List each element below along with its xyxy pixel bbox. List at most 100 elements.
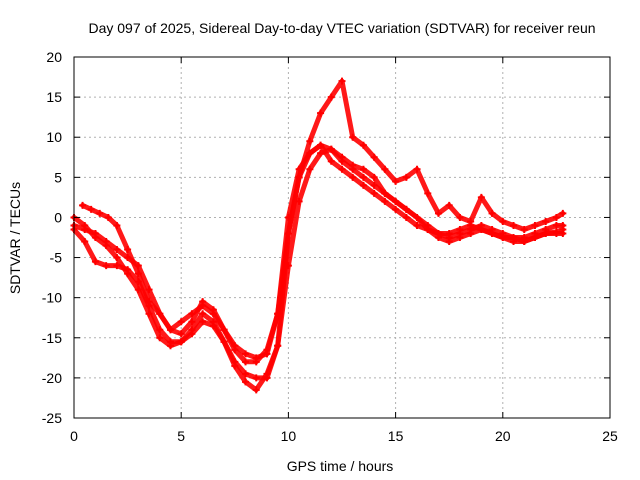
data-point — [413, 213, 421, 221]
data-point — [488, 209, 496, 217]
data-point — [199, 310, 207, 318]
data-point — [359, 165, 367, 173]
y-tick-label: 0 — [54, 209, 62, 225]
data-point — [520, 234, 528, 241]
data-point — [199, 318, 207, 326]
data-point — [370, 189, 378, 197]
data-point — [242, 350, 250, 358]
data-point — [520, 225, 528, 233]
data-point — [552, 213, 560, 221]
data-point — [467, 225, 475, 233]
data-point — [124, 246, 132, 254]
x-tick-label: 25 — [602, 428, 618, 444]
data-point — [134, 286, 142, 294]
data-point — [542, 217, 550, 225]
data-point — [166, 342, 174, 350]
y-axis-label: SDTVAR / TECUs — [7, 182, 23, 294]
data-point — [199, 298, 207, 306]
data-point — [552, 221, 560, 229]
data-point — [317, 109, 325, 117]
series-track-2 — [70, 145, 567, 382]
data-point — [559, 229, 567, 237]
y-tick-label: 15 — [46, 89, 62, 105]
data-point — [252, 358, 260, 366]
data-point — [156, 310, 164, 318]
data-point — [113, 262, 121, 270]
data-point — [209, 306, 217, 314]
data-point — [242, 370, 250, 378]
x-tick-label: 0 — [70, 428, 78, 444]
data-point — [306, 165, 314, 173]
ticks: 0 5 10 15 20 25 -25 -20 -15 -10 -5 0 5 10 15 20 — [42, 49, 618, 444]
data-point — [381, 197, 389, 205]
data-point — [327, 157, 335, 165]
data-point — [456, 229, 464, 237]
data-point — [349, 173, 357, 181]
y-tick-label: 20 — [46, 49, 62, 65]
data-point — [317, 149, 325, 157]
data-point — [392, 205, 400, 213]
data-point — [306, 137, 314, 145]
data-point — [317, 141, 325, 149]
data-point — [370, 173, 378, 181]
data-point — [124, 270, 132, 278]
data-point — [252, 386, 260, 394]
data-layer — [70, 77, 567, 394]
data-point — [102, 242, 110, 250]
data-point — [359, 181, 367, 189]
data-point — [263, 346, 271, 354]
data-point — [188, 318, 196, 326]
data-point — [370, 181, 378, 189]
data-point — [467, 217, 475, 225]
data-point — [327, 93, 335, 101]
data-point — [477, 221, 485, 229]
data-point — [456, 213, 464, 221]
data-point — [231, 346, 239, 354]
y-tick-label: 5 — [54, 169, 62, 185]
x-tick-label: 20 — [495, 428, 511, 444]
data-point — [338, 165, 346, 173]
series-track-3 — [70, 141, 567, 394]
data-point — [91, 234, 99, 241]
x-tick-label: 15 — [388, 428, 404, 444]
data-point — [531, 221, 539, 229]
data-point — [402, 205, 410, 213]
data-point — [87, 205, 95, 213]
data-point — [402, 213, 410, 221]
data-point — [295, 173, 303, 181]
data-point — [510, 221, 518, 229]
data-point — [392, 197, 400, 205]
data-point — [434, 209, 442, 217]
y-tick-label: -15 — [42, 330, 62, 346]
y-tick-label: 10 — [46, 129, 62, 145]
chart-title: Day 097 of 2025, Sidereal Day-to-day VTE… — [88, 20, 595, 36]
data-point — [359, 173, 367, 181]
data-point — [177, 318, 185, 326]
data-point — [349, 133, 357, 141]
data-point — [220, 338, 228, 346]
data-point — [145, 310, 153, 318]
data-point — [96, 209, 104, 217]
data-point — [274, 342, 282, 350]
data-point — [402, 173, 410, 181]
data-point — [499, 229, 507, 237]
data-point — [392, 177, 400, 185]
data-point — [177, 330, 185, 338]
data-point — [242, 358, 250, 366]
data-point — [102, 262, 110, 270]
data-point — [381, 189, 389, 197]
data-point — [559, 209, 567, 217]
data-point — [252, 374, 260, 382]
data-point — [499, 217, 507, 225]
data-point — [542, 225, 550, 233]
data-point — [81, 221, 89, 229]
data-point — [327, 145, 335, 153]
data-point — [113, 254, 121, 262]
data-point — [381, 165, 389, 173]
data-point — [113, 246, 121, 254]
data-point — [445, 201, 453, 209]
data-point — [424, 221, 432, 229]
data-point — [274, 310, 282, 318]
data-point — [349, 161, 357, 169]
